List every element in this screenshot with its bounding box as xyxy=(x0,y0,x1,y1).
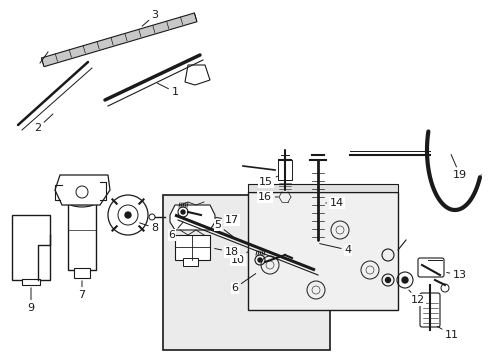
Text: 17: 17 xyxy=(215,215,239,225)
Bar xyxy=(247,192,397,310)
Circle shape xyxy=(282,194,287,199)
Polygon shape xyxy=(55,175,110,205)
Polygon shape xyxy=(170,205,215,230)
Text: 10: 10 xyxy=(230,252,247,265)
Text: 18: 18 xyxy=(214,247,239,257)
Text: 12: 12 xyxy=(408,290,424,305)
Bar xyxy=(278,160,291,180)
Text: 1: 1 xyxy=(157,83,178,97)
Bar xyxy=(12,215,50,280)
Text: 6: 6 xyxy=(231,274,255,293)
Text: 5: 5 xyxy=(214,220,237,240)
Bar xyxy=(183,258,198,266)
Circle shape xyxy=(181,210,184,214)
Text: 2: 2 xyxy=(34,114,53,133)
Text: 6: 6 xyxy=(168,222,183,240)
Text: 19: 19 xyxy=(450,154,466,180)
Bar xyxy=(22,279,40,285)
Circle shape xyxy=(385,278,390,283)
Text: 13: 13 xyxy=(446,270,466,280)
Circle shape xyxy=(258,258,262,262)
Bar xyxy=(163,195,329,350)
Bar xyxy=(175,235,209,260)
Ellipse shape xyxy=(68,197,96,207)
Text: 14: 14 xyxy=(325,198,344,208)
Text: 7: 7 xyxy=(78,281,85,300)
Polygon shape xyxy=(184,65,209,85)
Bar xyxy=(74,268,90,278)
Circle shape xyxy=(125,212,131,218)
Text: 15: 15 xyxy=(259,176,277,187)
Text: 16: 16 xyxy=(258,192,278,202)
FancyBboxPatch shape xyxy=(419,293,439,327)
Bar xyxy=(68,202,96,270)
FancyBboxPatch shape xyxy=(417,258,443,277)
Text: 4: 4 xyxy=(319,244,351,255)
Text: 3: 3 xyxy=(142,10,158,26)
Bar xyxy=(247,184,397,192)
Text: 9: 9 xyxy=(27,288,35,313)
Polygon shape xyxy=(41,13,197,67)
Circle shape xyxy=(401,277,407,283)
Text: 11: 11 xyxy=(436,327,458,340)
Text: 8: 8 xyxy=(140,223,158,233)
